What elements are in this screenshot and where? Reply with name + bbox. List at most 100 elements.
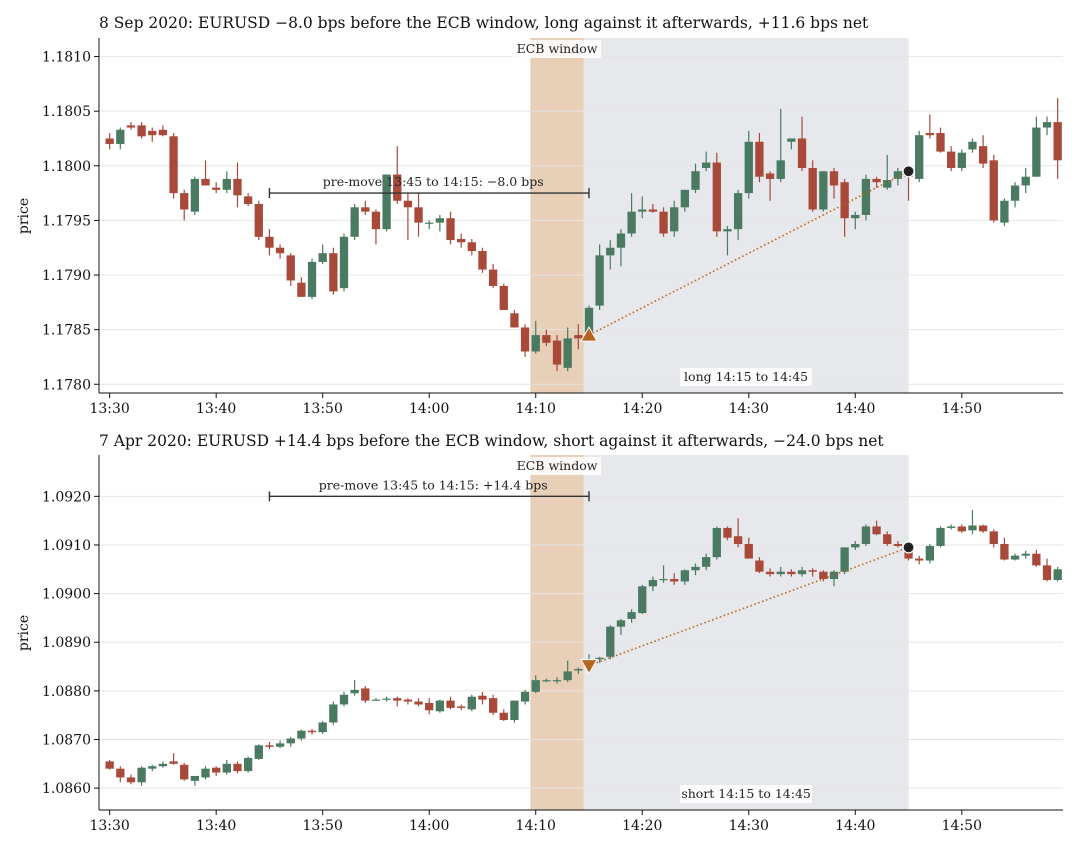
candle-body (851, 214, 860, 219)
candle-body (680, 570, 690, 582)
c1-candle (851, 211, 860, 230)
c2-candle (765, 568, 775, 577)
candle-body (180, 193, 189, 210)
candle-body (957, 152, 966, 168)
candle-body (648, 209, 658, 212)
candle-body (989, 531, 998, 544)
candle-body (765, 173, 775, 179)
chart-title-2: 7 Apr 2020: EURUSD +14.4 bps before the … (99, 432, 884, 450)
c1-candle (616, 229, 626, 267)
candle-body (659, 579, 668, 581)
candle-body (488, 269, 498, 286)
c1-candle (243, 193, 253, 207)
c1-trade-label-bg (680, 368, 813, 386)
candle-body (233, 178, 242, 196)
c2-candle (233, 761, 242, 774)
c2-x-tick-label: 14:50 (942, 818, 982, 834)
candle-body (968, 141, 977, 150)
candle-body (925, 133, 935, 136)
c2-candle (712, 526, 721, 560)
candle-body (382, 698, 391, 700)
c1-candle (478, 247, 487, 273)
c1-candle (190, 176, 200, 215)
candle-body (361, 207, 370, 212)
candle-body (936, 133, 945, 152)
candle-body (808, 167, 817, 210)
candle-body (616, 620, 626, 627)
c2-trade-line (588, 546, 909, 667)
candle-body (126, 125, 136, 128)
c2-candle (467, 694, 476, 712)
c2-candle (552, 677, 562, 684)
c2-candle (457, 704, 466, 711)
candle-body (286, 255, 295, 281)
c2-y-tick-label: 1.0890 (42, 635, 91, 651)
candle-body (829, 571, 839, 580)
c2-candle (978, 524, 988, 533)
c1-candle (1000, 198, 1009, 226)
candle-body (776, 571, 785, 575)
c1-candle (595, 244, 604, 310)
c1-candle (989, 154, 998, 223)
candle-body (1010, 555, 1020, 560)
candle-body (670, 579, 679, 582)
candle-body (1000, 543, 1009, 560)
c2-candle (1053, 566, 1062, 582)
candle-body (712, 527, 721, 558)
candle-body (978, 525, 988, 532)
c1-candle (893, 167, 903, 186)
candle-body (542, 335, 551, 343)
candle-body (574, 335, 583, 339)
candle-body (872, 526, 881, 535)
c2-candle (158, 761, 168, 768)
candle-body (180, 764, 189, 780)
candle-body (840, 182, 849, 219)
candle-body (243, 196, 253, 205)
c1-candle (212, 182, 221, 194)
c1-y-tick-label: 1.1795 (42, 213, 91, 229)
c1-candle (105, 133, 114, 150)
c1-candle (915, 130, 924, 183)
c2-candle (808, 568, 817, 577)
c1-candle (755, 133, 764, 183)
candle-body (371, 211, 381, 230)
candle-body (137, 767, 146, 783)
c2-candle (829, 570, 839, 587)
c1-candle (606, 240, 615, 270)
c1-candle (403, 193, 413, 241)
c2-candle (222, 759, 231, 775)
candle-body (936, 527, 945, 546)
candle-body (627, 211, 636, 234)
c1-candle (1021, 167, 1030, 194)
c2-candle (403, 698, 413, 705)
candle-body (403, 699, 413, 702)
c2-candle (627, 609, 636, 623)
c1-candle (339, 233, 349, 292)
c2-candle (510, 700, 519, 723)
c2-candle (936, 526, 945, 548)
candle-body (105, 138, 114, 144)
c1-candle (510, 309, 519, 328)
c1-x-tick-label: 13:50 (303, 401, 343, 417)
c2-x-tick-label: 14:10 (516, 818, 556, 834)
c1-candle (435, 214, 445, 232)
c1-x-tick-label: 14:10 (516, 401, 556, 417)
c1-candle (808, 160, 817, 212)
c1-candle (393, 146, 402, 205)
c1-x-tick-label: 14:00 (409, 401, 449, 417)
candle-body (425, 222, 434, 224)
candle-body (968, 525, 977, 531)
c2-ecb-window-shade (530, 455, 584, 810)
c1-ecb-window-label: ECB window (517, 41, 598, 56)
candle-body (467, 242, 476, 251)
candle-body (1021, 176, 1030, 186)
c1-candle (787, 138, 796, 150)
candle-body (1032, 553, 1041, 566)
c1-candle (936, 127, 945, 153)
candle-body (499, 285, 508, 310)
candle-body (947, 526, 956, 528)
candle-body (137, 125, 146, 137)
candle-body (148, 766, 157, 769)
candle-body (116, 129, 125, 144)
c1-candle (126, 122, 136, 130)
